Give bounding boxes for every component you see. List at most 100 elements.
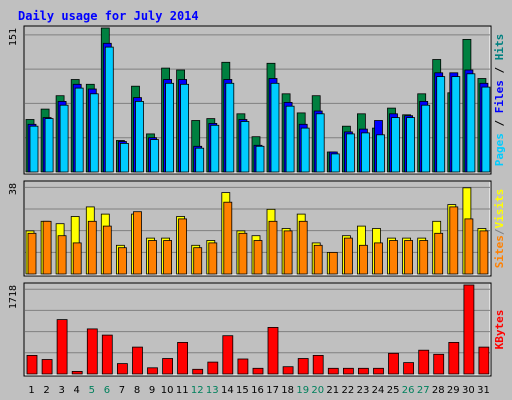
x-tick-28: 28 xyxy=(432,385,445,396)
bar-sites-8 xyxy=(133,211,142,275)
bar-sites-7 xyxy=(118,247,127,275)
bar-pages-22 xyxy=(345,133,355,173)
legend-hits-files-pages: Pages / Files / Hits xyxy=(493,34,506,167)
x-tick-21: 21 xyxy=(326,385,339,396)
series-kbytes xyxy=(26,284,490,375)
bar-sites-22 xyxy=(343,237,353,275)
bar-pages-15 xyxy=(240,121,250,173)
bar-sites-13 xyxy=(208,242,218,275)
bar-sites-12 xyxy=(193,247,203,275)
x-tick-7: 7 xyxy=(119,385,125,396)
x-tick-30: 30 xyxy=(462,385,475,396)
bar-sites-5 xyxy=(87,220,97,275)
x-tick-10: 10 xyxy=(161,385,174,396)
bar-pages-3 xyxy=(59,104,69,173)
bar-kbytes-22 xyxy=(342,367,354,375)
bar-pages-10 xyxy=(165,82,175,173)
bar-kbytes-19 xyxy=(297,358,309,375)
bar-sites-28 xyxy=(434,232,444,275)
legend-kbytes: KBytes xyxy=(493,310,506,350)
x-tick-24: 24 xyxy=(372,385,385,396)
x-tick-4: 4 xyxy=(74,385,80,396)
bar-pages-6 xyxy=(104,46,114,173)
x-tick-11: 11 xyxy=(176,385,189,396)
bar-pages-11 xyxy=(180,83,190,173)
legend-label: Pages xyxy=(493,133,506,166)
x-tick-14: 14 xyxy=(221,385,234,396)
bar-pages-4 xyxy=(74,87,84,173)
bar-sites-9 xyxy=(148,240,157,275)
bar-pages-2 xyxy=(44,118,54,173)
bar-kbytes-29 xyxy=(448,341,460,375)
bar-pages-8 xyxy=(135,101,144,173)
bar-sites-18 xyxy=(283,230,293,275)
bar-kbytes-13 xyxy=(207,361,219,375)
legend-label: Visits xyxy=(493,189,506,229)
bar-sites-19 xyxy=(298,220,308,275)
bar-kbytes-12 xyxy=(192,368,204,375)
x-tick-27: 27 xyxy=(417,385,430,396)
bar-kbytes-23 xyxy=(357,367,369,375)
x-tick-13: 13 xyxy=(206,385,219,396)
legend-label: / xyxy=(493,228,506,235)
bar-kbytes-5 xyxy=(86,328,98,375)
x-tick-3: 3 xyxy=(59,385,65,396)
legend-label: Files xyxy=(493,80,506,113)
x-tick-6: 6 xyxy=(104,385,110,396)
bar-pages-17 xyxy=(270,82,280,173)
x-tick-23: 23 xyxy=(357,385,370,396)
bar-pages-31 xyxy=(481,86,491,173)
series-pages xyxy=(29,46,491,173)
bar-kbytes-10 xyxy=(162,358,174,375)
bar-pages-21 xyxy=(330,153,340,173)
legend-separator: / xyxy=(493,60,506,80)
bar-sites-24 xyxy=(374,242,383,275)
bar-pages-20 xyxy=(315,113,325,173)
x-tick-12: 12 xyxy=(191,385,204,396)
y-max-label: 151 xyxy=(8,28,19,46)
bar-pages-5 xyxy=(89,93,99,173)
x-tick-17: 17 xyxy=(266,385,279,396)
bar-kbytes-20 xyxy=(312,354,324,375)
legend-label: KBytes xyxy=(493,310,506,350)
bar-pages-14 xyxy=(225,82,235,173)
bar-sites-10 xyxy=(163,240,173,275)
bar-pages-30 xyxy=(466,73,476,173)
bar-sites-30 xyxy=(464,218,474,275)
bar-kbytes-2 xyxy=(41,359,53,375)
x-tick-20: 20 xyxy=(311,385,324,396)
panel-visits-sites: 38 Sites/Visits xyxy=(8,180,506,277)
bar-sites-3 xyxy=(57,235,67,275)
bar-kbytes-25 xyxy=(388,352,399,375)
bar-pages-16 xyxy=(255,145,265,173)
bar-sites-21 xyxy=(328,251,338,275)
bar-pages-13 xyxy=(210,124,220,173)
bar-sites-15 xyxy=(238,232,248,275)
bar-pages-27 xyxy=(421,104,431,173)
y-max-label: 1718 xyxy=(8,285,19,309)
bar-kbytes-11 xyxy=(177,341,189,375)
bar-kbytes-17 xyxy=(267,326,279,375)
bar-kbytes-14 xyxy=(222,335,234,375)
bar-pages-29 xyxy=(451,76,461,173)
x-tick-26: 26 xyxy=(402,385,415,396)
x-tick-16: 16 xyxy=(251,385,264,396)
bar-kbytes-21 xyxy=(327,367,339,375)
bar-pages-28 xyxy=(436,76,446,173)
panel-kbytes: 1718 KBytes xyxy=(8,282,506,377)
bar-pages-24 xyxy=(376,134,385,173)
bar-sites-26 xyxy=(404,240,414,275)
bar-pages-7 xyxy=(120,142,129,173)
bar-sites-11 xyxy=(178,218,188,275)
bar-kbytes-1 xyxy=(26,354,38,375)
bar-sites-2 xyxy=(42,220,52,275)
x-tick-2: 2 xyxy=(43,385,49,396)
bar-pages-18 xyxy=(285,105,295,173)
bar-kbytes-3 xyxy=(56,319,68,375)
bar-sites-1 xyxy=(27,232,37,275)
x-tick-22: 22 xyxy=(342,385,355,396)
bar-sites-17 xyxy=(268,220,278,275)
bar-kbytes-24 xyxy=(373,367,384,375)
